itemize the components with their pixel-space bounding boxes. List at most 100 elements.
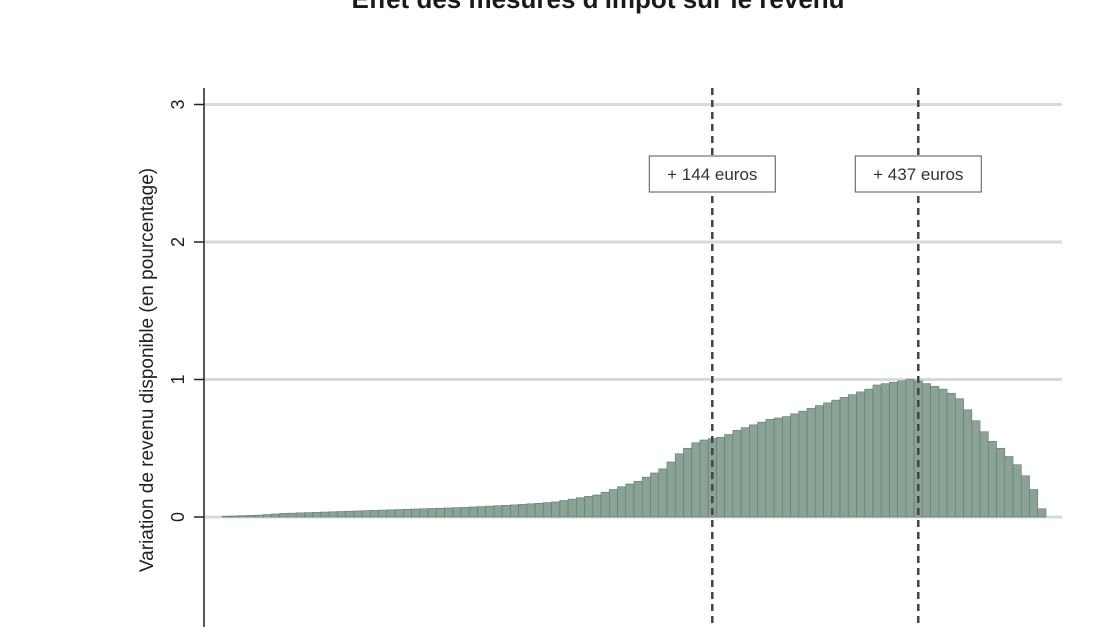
bar	[518, 504, 528, 518]
bars	[221, 379, 1047, 518]
bar	[1037, 508, 1047, 518]
bar	[732, 430, 742, 518]
bar	[353, 510, 363, 518]
annotation-box	[648, 155, 776, 193]
bar	[979, 431, 989, 518]
bar	[831, 399, 841, 518]
y-axis: 0 1 2 3	[168, 88, 205, 627]
bar	[584, 496, 594, 518]
bar	[370, 510, 379, 518]
bar	[798, 410, 808, 518]
bar	[501, 505, 511, 518]
bar	[526, 503, 536, 518]
bar	[345, 510, 355, 518]
bar	[847, 394, 857, 518]
bar	[823, 402, 833, 518]
bar	[765, 419, 775, 518]
bar	[510, 504, 519, 518]
bar	[782, 416, 791, 518]
bar	[361, 510, 371, 518]
bar	[650, 472, 660, 518]
bar	[666, 461, 676, 518]
bar	[922, 383, 931, 518]
bar	[988, 441, 997, 518]
bar	[229, 515, 239, 518]
bar	[262, 514, 272, 518]
bar	[996, 447, 1006, 518]
bar	[254, 514, 264, 518]
bar	[1012, 464, 1022, 518]
bar	[551, 501, 561, 518]
annotation-label: + 144 euros	[667, 165, 757, 184]
bar	[814, 405, 824, 518]
bar	[683, 447, 692, 518]
bar	[889, 381, 898, 518]
bar	[477, 506, 486, 518]
bar	[419, 508, 429, 518]
bar	[641, 476, 651, 518]
bar	[567, 498, 577, 518]
bar	[534, 502, 544, 518]
bar	[468, 506, 478, 518]
bar	[790, 413, 800, 518]
bar	[856, 391, 866, 518]
bar	[427, 508, 437, 518]
bar	[295, 512, 305, 518]
bar	[938, 388, 948, 518]
bar	[691, 442, 701, 518]
bar	[617, 486, 627, 518]
bar	[304, 512, 313, 518]
bar	[955, 398, 964, 518]
y-tick-label: 0	[168, 512, 188, 522]
bar	[716, 436, 725, 518]
bar	[402, 508, 412, 518]
bar	[246, 515, 256, 518]
bar	[271, 513, 280, 518]
bar	[592, 494, 602, 518]
bar	[1029, 489, 1039, 518]
bar	[221, 516, 231, 518]
bar	[773, 417, 783, 518]
bar	[864, 388, 874, 518]
bar	[543, 502, 552, 518]
bar	[699, 439, 709, 518]
bar	[386, 509, 396, 518]
bar	[724, 434, 734, 518]
bar	[930, 386, 940, 518]
y-tick-label: 1	[168, 374, 188, 384]
bar	[880, 383, 890, 518]
y-tick-label: 3	[168, 99, 188, 109]
bar	[378, 509, 388, 518]
bar	[839, 397, 849, 518]
bar	[394, 509, 404, 518]
bar	[1020, 475, 1030, 518]
bar	[435, 507, 445, 518]
bar	[872, 384, 882, 518]
bar	[905, 379, 915, 518]
bar	[238, 515, 248, 518]
bar	[337, 511, 346, 518]
bar	[460, 507, 470, 518]
bar	[749, 424, 758, 518]
annotation-label: + 437 euros	[873, 165, 963, 184]
bar	[287, 512, 297, 518]
chart-title: Effet des mesures d'impôt sur le revenu	[351, 0, 844, 14]
bar	[625, 483, 635, 518]
bar	[493, 505, 503, 518]
bar	[444, 507, 454, 518]
bar	[559, 500, 569, 518]
bar	[740, 427, 750, 518]
bar	[897, 380, 907, 518]
bar	[971, 420, 981, 518]
bar	[674, 453, 684, 518]
bar	[328, 511, 338, 518]
bar	[946, 392, 956, 518]
bar	[576, 497, 585, 518]
bar	[312, 512, 322, 518]
bar	[320, 511, 330, 518]
reference-lines: + 144 euros + 437 euros	[648, 88, 982, 627]
bar	[608, 489, 618, 518]
bar	[485, 505, 495, 518]
annotation-box	[854, 155, 982, 193]
